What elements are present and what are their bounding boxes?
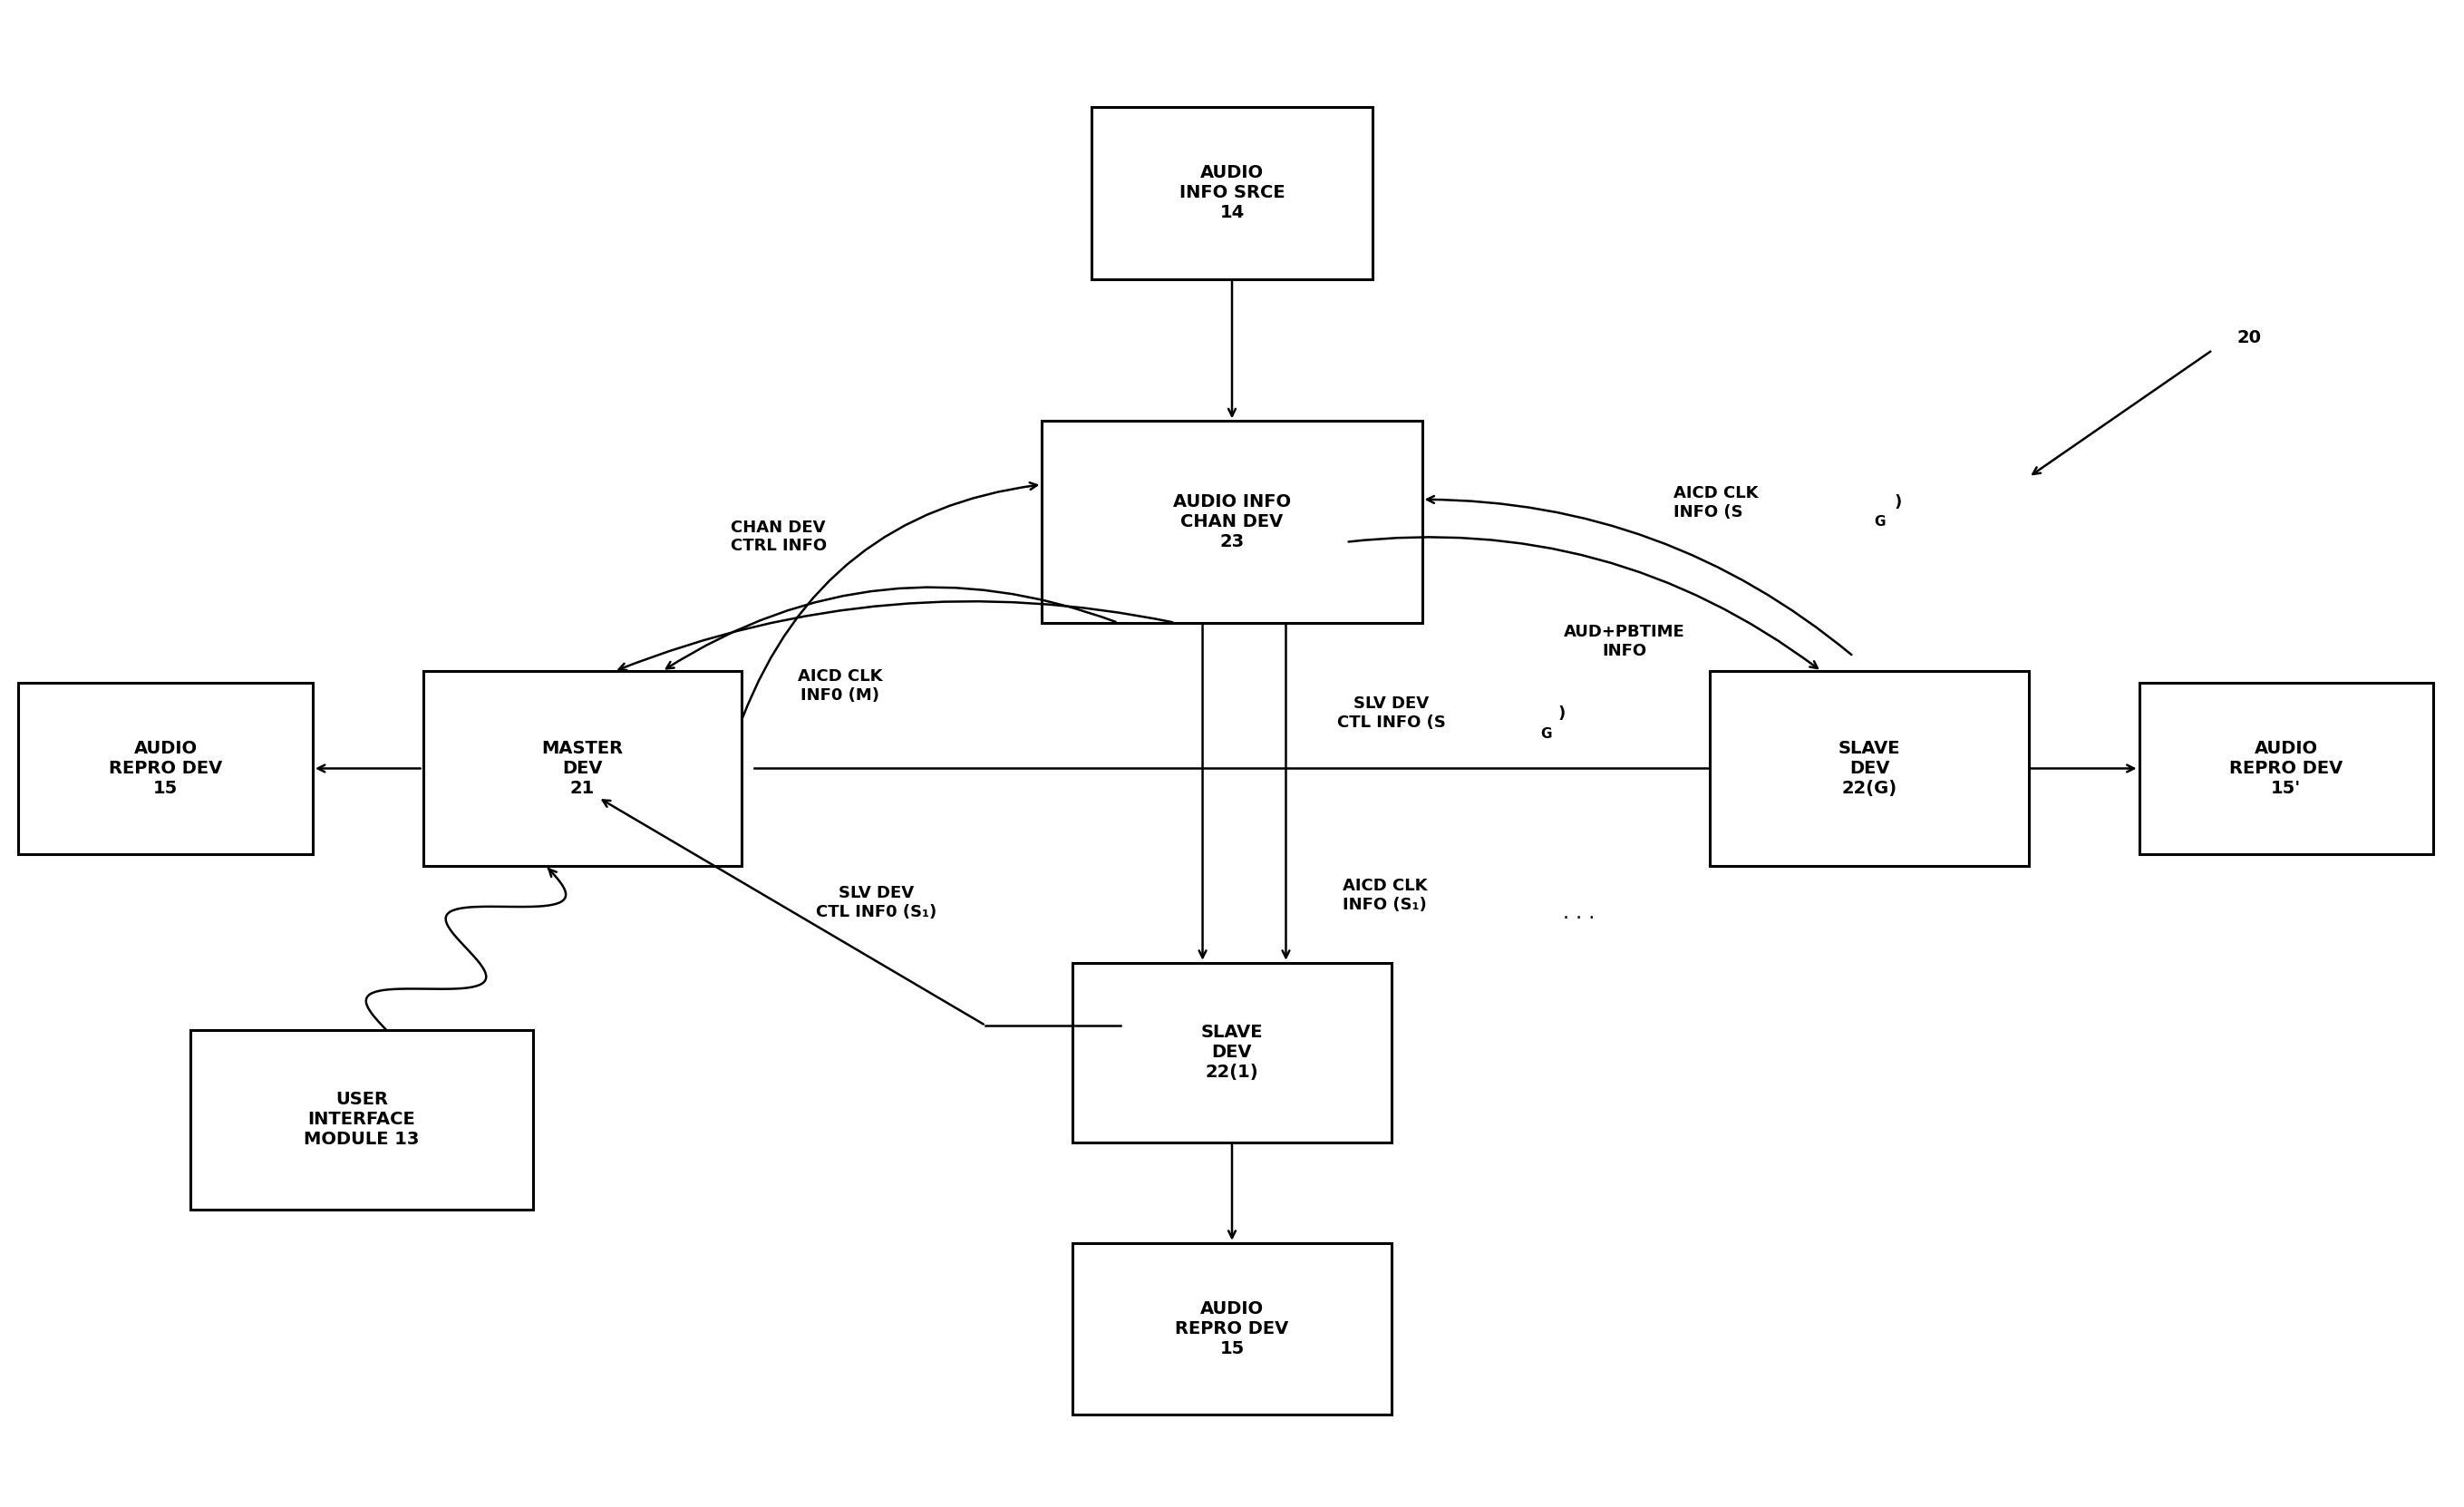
Text: AUDIO
REPRO DEV
15: AUDIO REPRO DEV 15 (108, 740, 222, 797)
Bar (424, 671, 742, 865)
Bar (1072, 1243, 1392, 1415)
Text: CHAN DEV
CTRL INFO: CHAN DEV CTRL INFO (729, 520, 825, 555)
Bar (2139, 683, 2432, 854)
Bar (1092, 107, 1372, 279)
Text: AICD CLK
INF0 (M): AICD CLK INF0 (M) (798, 669, 882, 704)
Text: AUDIO
REPRO DEV
15: AUDIO REPRO DEV 15 (1175, 1301, 1289, 1358)
Text: AUD+PBTIME
INFO: AUD+PBTIME INFO (1565, 624, 1685, 659)
Text: SLAVE
DEV
22(1): SLAVE DEV 22(1) (1200, 1023, 1264, 1081)
Text: SLAVE
DEV
22(G): SLAVE DEV 22(G) (1838, 740, 1900, 797)
Text: ): ) (1557, 705, 1565, 722)
Text: AUDIO INFO
CHAN DEV
23: AUDIO INFO CHAN DEV 23 (1173, 493, 1291, 550)
Text: AICD CLK
INFO (S₁): AICD CLK INFO (S₁) (1343, 879, 1427, 913)
Bar (20, 683, 313, 854)
Text: ): ) (1895, 494, 1902, 511)
Text: 20: 20 (2237, 330, 2262, 347)
Text: SLV DEV
CTL INFO (S: SLV DEV CTL INFO (S (1338, 696, 1446, 731)
Text: USER
INTERFACE
MODULE 13: USER INTERFACE MODULE 13 (303, 1091, 419, 1148)
Text: AUDIO
INFO SRCE
14: AUDIO INFO SRCE 14 (1180, 164, 1284, 222)
Text: MASTER
DEV
21: MASTER DEV 21 (542, 740, 623, 797)
Text: G: G (1875, 515, 1885, 529)
Text: . . .: . . . (1562, 904, 1594, 922)
Bar (190, 1029, 532, 1209)
Text: AUDIO
REPRO DEV
15': AUDIO REPRO DEV 15' (2230, 740, 2343, 797)
Bar (1042, 420, 1422, 622)
Bar (1072, 963, 1392, 1142)
Bar (1710, 671, 2028, 865)
Text: SLV DEV
CTL INF0 (S₁): SLV DEV CTL INF0 (S₁) (816, 885, 936, 921)
Text: G: G (1540, 728, 1552, 741)
Text: AICD CLK
INFO (S: AICD CLK INFO (S (1673, 485, 1757, 520)
